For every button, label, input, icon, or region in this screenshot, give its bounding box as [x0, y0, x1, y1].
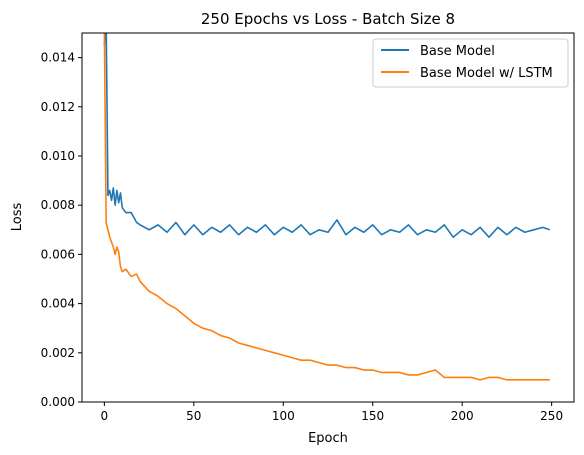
chart-title: 250 Epochs vs Loss - Batch Size 8 [201, 10, 455, 28]
legend-box [372, 38, 569, 88]
y-tick-label: 0.000 [41, 395, 75, 409]
y-tick-label: 0.004 [41, 297, 75, 311]
x-tick-label: 200 [451, 409, 474, 423]
x-axis-label: Epoch [308, 431, 348, 446]
y-axis-label: Loss [10, 203, 25, 232]
x-axis: 0 50 100 150 200 250 [101, 402, 563, 423]
y-axis: 0.000 0.002 0.004 0.006 0.008 0.010 0.012 0.014 [41, 51, 82, 409]
y-tick-label: 0.014 [41, 51, 75, 65]
legend-label-base-model-lstm: Base Model w/ LSTM [420, 66, 553, 81]
legend: Base Model Base Model w/ LSTM [372, 38, 569, 88]
series-layer [103, 33, 551, 381]
plot-frame [81, 32, 575, 403]
x-tick-label: 250 [540, 409, 563, 423]
y-tick-label: 0.002 [41, 346, 75, 360]
series-line-0 [103, 33, 551, 238]
x-tick-label: 50 [186, 409, 201, 423]
legend-label-base-model: Base Model [420, 44, 495, 59]
x-tick-label: 0 [101, 409, 109, 423]
y-tick-label: 0.008 [41, 198, 75, 212]
series-line-1 [103, 33, 550, 381]
x-tick-label: 150 [361, 409, 384, 423]
x-tick-label: 100 [272, 409, 295, 423]
y-tick-label: 0.012 [41, 100, 75, 114]
y-tick-label: 0.006 [41, 247, 75, 261]
y-tick-label: 0.010 [41, 149, 75, 163]
